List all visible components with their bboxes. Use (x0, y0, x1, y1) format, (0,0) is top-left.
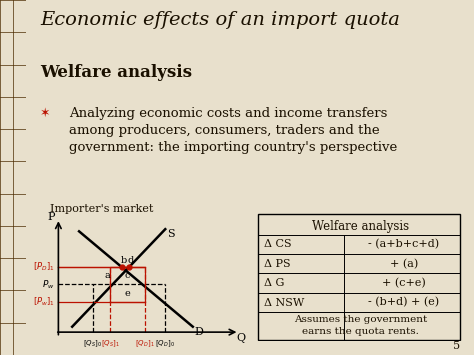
Text: e: e (125, 289, 130, 297)
Text: D: D (194, 327, 203, 337)
Text: ✶: ✶ (40, 106, 51, 120)
Text: Economic effects of an import quota: Economic effects of an import quota (40, 11, 400, 29)
Text: c: c (125, 271, 130, 280)
Text: Q: Q (236, 333, 245, 343)
Text: + (c+e): + (c+e) (382, 278, 426, 288)
Text: Importer's market: Importer's market (50, 204, 153, 214)
Text: Analyzing economic costs and income transfers
among producers, consumers, trader: Analyzing economic costs and income tran… (69, 106, 397, 153)
Text: $[Q_D]_0$: $[Q_D]_0$ (155, 339, 175, 349)
Text: $P_w$: $P_w$ (42, 278, 55, 291)
Text: b: b (121, 256, 127, 265)
Text: d: d (127, 256, 134, 265)
Text: a: a (105, 271, 110, 280)
Text: + (a): + (a) (390, 258, 418, 269)
Text: $[Q_S]_1$: $[Q_S]_1$ (100, 339, 119, 349)
Text: Δ G: Δ G (264, 278, 285, 288)
Text: - (a+b+c+d): - (a+b+c+d) (368, 239, 439, 250)
Text: Δ NSW: Δ NSW (264, 297, 305, 307)
Text: - (b+d) + (e): - (b+d) + (e) (368, 297, 439, 308)
Text: Δ PS: Δ PS (264, 259, 291, 269)
Text: Welfare analysis: Welfare analysis (312, 220, 409, 233)
Text: S: S (167, 229, 174, 239)
Text: $[P_D]_1$: $[P_D]_1$ (33, 261, 55, 273)
FancyBboxPatch shape (258, 214, 460, 339)
Text: Δ CS: Δ CS (264, 239, 292, 249)
Text: $[Q_S]_0$: $[Q_S]_0$ (83, 339, 102, 349)
Text: $[P_w]_1$: $[P_w]_1$ (33, 295, 55, 308)
Text: Welfare analysis: Welfare analysis (40, 64, 192, 81)
Text: 5: 5 (453, 342, 460, 351)
Text: P: P (48, 212, 55, 222)
Text: $[Q_D]_1$: $[Q_D]_1$ (135, 339, 155, 349)
Text: Assumes the government
earns the quota rents.: Assumes the government earns the quota r… (293, 316, 427, 336)
